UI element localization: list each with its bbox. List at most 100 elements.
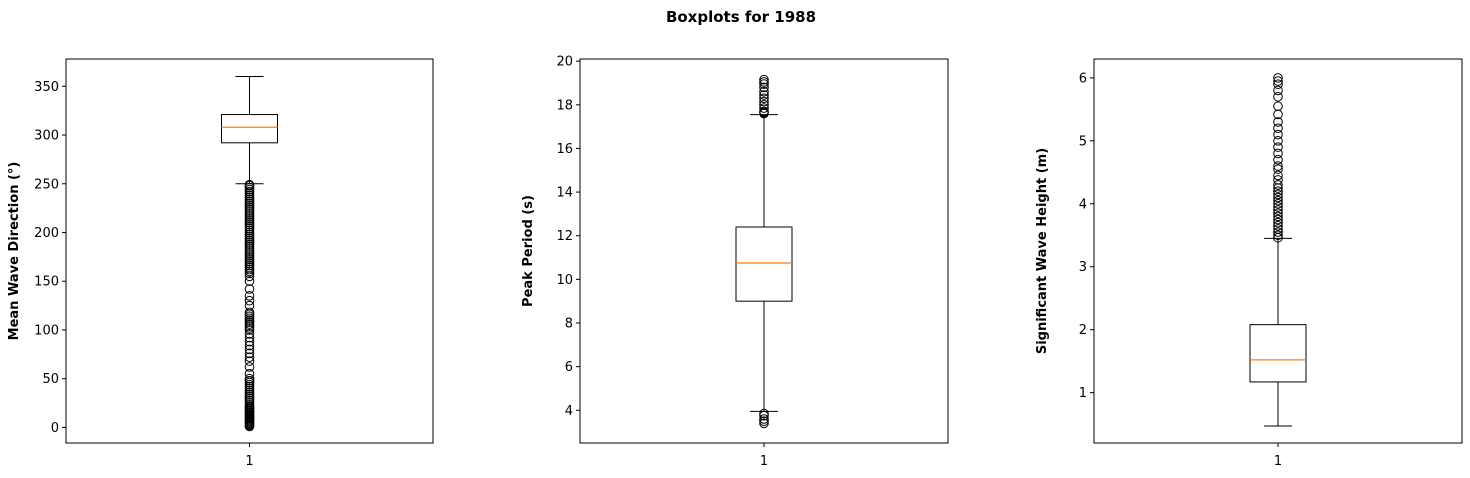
outlier-point [244, 332, 255, 343]
y-tick-label: 3 [1079, 260, 1087, 275]
outlier-point [759, 93, 769, 104]
outlier-point [1273, 76, 1283, 86]
outlier-point [759, 416, 769, 426]
outlier-point [1273, 175, 1283, 185]
y-axis-label: Mean Wave Direction (°) [7, 162, 22, 341]
outlier-point [244, 356, 255, 366]
y-tick-label: 6 [565, 360, 573, 375]
outlier-point [1273, 142, 1283, 152]
y-tick-label: 350 [34, 80, 59, 95]
outlier-point [244, 295, 255, 306]
outlier-point [1273, 217, 1283, 228]
y-tick-label: 10 [556, 273, 573, 288]
outlier-point [1273, 189, 1283, 200]
y-tick-label: 1 [1079, 386, 1087, 401]
y-tick-label: 2 [1079, 323, 1087, 338]
y-tick-label: 250 [34, 177, 59, 192]
outlier-point [1273, 129, 1283, 140]
y-axis-label: Significant Wave Height (m) [1035, 148, 1050, 354]
outlier-point [1273, 164, 1283, 174]
y-axis-label: Peak Period (s) [521, 195, 536, 307]
y-tick-label: 8 [565, 317, 573, 332]
y-tick-label: 20 [556, 55, 573, 70]
y-tick-label: 4 [1079, 197, 1087, 212]
x-tick-label: 1 [1274, 454, 1282, 469]
y-tick-label: 50 [42, 372, 59, 387]
outlier-point [759, 414, 769, 424]
outlier-point [1273, 221, 1283, 231]
outlier-point [759, 96, 769, 107]
y-tick-label: 300 [34, 129, 59, 144]
outlier-point [1273, 202, 1283, 212]
subplot-1: 0 50 100 150 200 250 300 350 1 Mean Wave Directio… [7, 58, 434, 469]
outlier-point [1273, 186, 1283, 196]
outlier-point [1273, 79, 1283, 89]
outlier-point [759, 103, 769, 113]
outlier-point [1273, 154, 1283, 165]
outlier-point [244, 373, 255, 384]
figure-title: Boxplots for 1988 [666, 8, 816, 26]
outlier-point [1273, 85, 1283, 96]
y-tick-label: 18 [556, 98, 573, 113]
y-tick-label: 150 [34, 275, 59, 290]
outlier-point [1273, 123, 1283, 134]
outlier-point [1273, 230, 1283, 241]
outlier-point [1273, 205, 1283, 215]
outlier-point [759, 77, 769, 87]
outlier-point [759, 410, 769, 421]
outlier-point [759, 106, 769, 117]
outlier-point [244, 340, 255, 351]
iqr-box [221, 114, 278, 144]
outlier-point [244, 362, 255, 372]
subplot-3: 1 2 3 4 5 6 1 Significant Wave Height (m) [1035, 58, 1463, 469]
outlier-point [1273, 101, 1283, 112]
outlier-point [244, 344, 255, 355]
outlier-point [1273, 180, 1283, 190]
outlier-point [1273, 195, 1283, 206]
y-tick-label: 100 [34, 323, 59, 338]
y-tick-label: 4 [565, 404, 573, 419]
outlier-point [244, 352, 255, 363]
subplots: 0 50 100 150 200 250 300 350 1 Mean Wave Directio… [7, 55, 1463, 469]
outlier-point [759, 418, 769, 429]
outlier-point [759, 90, 769, 100]
outlier-point [1273, 214, 1283, 225]
y-tick-label: 0 [51, 421, 59, 436]
outlier-point [244, 300, 255, 311]
outlier-point [1273, 208, 1283, 219]
outlier-point [244, 369, 255, 379]
outlier-point [759, 86, 769, 97]
outlier-point [244, 336, 255, 347]
outlier-point [244, 276, 255, 287]
iqr-box [735, 226, 793, 302]
outlier-point [1273, 117, 1283, 127]
y-tick-label: 16 [556, 142, 573, 157]
outlier-point [1273, 224, 1283, 234]
outlier-point [759, 74, 769, 85]
y-tick-label: 6 [1079, 71, 1087, 86]
outlier-point [1273, 148, 1283, 159]
y-tick-label: 5 [1079, 134, 1087, 149]
outlier-point [1273, 73, 1283, 83]
outlier-point [1273, 161, 1283, 171]
subplot-2: 4 6 8 10 12 14 16 18 20 1 Peak Period (s) [521, 55, 949, 469]
outlier-point [1273, 192, 1283, 203]
outlier-point [244, 284, 255, 294]
x-tick-label: 1 [760, 454, 768, 469]
x-tick-label: 1 [245, 454, 253, 469]
outlier-point [1273, 198, 1283, 209]
outlier-point [1273, 170, 1283, 181]
outlier-point [244, 179, 255, 190]
y-tick-label: 14 [556, 186, 573, 201]
outlier-point [244, 291, 255, 301]
outlier-point [759, 100, 769, 110]
y-tick-label: 200 [34, 226, 59, 241]
outlier-point [1273, 211, 1283, 222]
y-tick-label: 12 [556, 229, 573, 244]
outlier-point [1273, 136, 1283, 146]
outlier-point [1273, 227, 1283, 237]
outlier-point [244, 329, 255, 339]
outlier-point [759, 79, 769, 89]
outlier-point [759, 82, 769, 93]
